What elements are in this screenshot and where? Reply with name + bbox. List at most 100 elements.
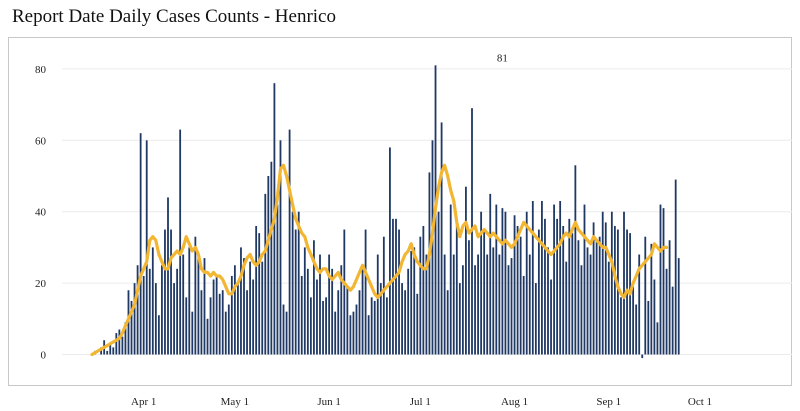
case-bar [595, 240, 598, 355]
case-bar [340, 265, 343, 355]
case-bar [319, 254, 321, 355]
case-bar [252, 279, 255, 355]
case-bar [300, 275, 303, 355]
case-bar [398, 229, 400, 355]
case-bar [243, 258, 245, 355]
case-bar [130, 300, 133, 355]
case-bar [382, 236, 385, 355]
case-bar [668, 240, 671, 355]
case-bar [431, 140, 434, 355]
case-bar [154, 283, 157, 355]
case-bar [477, 254, 479, 355]
case-bar [161, 265, 163, 355]
case-bar [370, 297, 373, 355]
case-bar [604, 222, 607, 355]
case-bar [495, 204, 498, 355]
case-bar [136, 265, 139, 355]
y-tick-label: 80 [35, 64, 47, 76]
case-bar [632, 286, 635, 355]
case-bar [379, 283, 382, 355]
case-bar [452, 254, 455, 355]
case-bar [458, 283, 461, 355]
case-bar [461, 265, 464, 355]
peak-annotation: 81 [497, 52, 508, 64]
case-bar [677, 258, 680, 355]
case-bar [565, 261, 568, 355]
case-bar [215, 275, 218, 355]
case-bar [303, 247, 306, 355]
x-tick-label: Oct 1 [688, 396, 712, 408]
case-bar [519, 236, 522, 355]
y-tick-label: 60 [35, 135, 47, 147]
case-bar [176, 268, 179, 355]
case-bar [550, 279, 552, 355]
case-bar [534, 283, 537, 355]
case-bar [343, 229, 346, 355]
case-bar [191, 311, 194, 355]
case-bar [650, 243, 653, 355]
case-bar [230, 275, 233, 355]
case-bar [306, 268, 309, 355]
case-bar [182, 254, 185, 355]
case-bar [486, 254, 489, 355]
x-tick-label: Jul 1 [410, 396, 431, 408]
case-bar [233, 265, 236, 355]
case-bar [671, 286, 674, 355]
case-bar [522, 275, 525, 355]
case-bar [346, 286, 349, 355]
case-bar [659, 204, 662, 355]
case-bar [531, 200, 534, 355]
case-bar [510, 258, 513, 355]
case-bar [203, 258, 206, 355]
case-bar [568, 218, 571, 355]
case-bar [349, 315, 352, 355]
case-bar [373, 300, 376, 355]
case-bar [294, 229, 297, 355]
case-bar [148, 268, 151, 355]
case-bar [209, 297, 212, 355]
case-bar [325, 297, 327, 355]
case-bar [647, 300, 650, 355]
case-bar [465, 186, 467, 355]
case-bar [188, 247, 191, 355]
case-bar [562, 225, 565, 355]
average-line [90, 163, 669, 357]
case-bar [501, 208, 504, 355]
case-bar [212, 279, 215, 355]
case-bar [237, 283, 239, 355]
case-bar [419, 236, 422, 355]
case-bar [267, 176, 270, 355]
case-bar [416, 293, 419, 355]
case-bar [613, 225, 616, 355]
case-bar [322, 300, 324, 355]
case-bar [620, 297, 622, 355]
case-bar [410, 250, 413, 355]
case-bar [282, 304, 285, 355]
case-bar [492, 247, 495, 355]
case-bar [528, 254, 531, 355]
case-bar [285, 311, 288, 355]
case-bar [206, 318, 209, 355]
case-bar [139, 133, 142, 355]
case-bar [313, 240, 315, 355]
case-bar [601, 211, 604, 355]
case-bar [179, 129, 182, 355]
case-bar [583, 204, 586, 355]
case-bar [218, 293, 221, 355]
case-bar [316, 279, 318, 355]
case-bar [474, 265, 476, 355]
case-bar [194, 236, 197, 355]
case-bar [133, 283, 136, 355]
case-bar [449, 204, 452, 355]
case-bar [623, 211, 625, 355]
case-bar [541, 200, 543, 355]
case-bar [361, 265, 364, 355]
case-bar [516, 225, 519, 355]
case-bar [297, 211, 300, 355]
case-bar [489, 193, 492, 355]
case-bar [124, 322, 127, 355]
case-bar [607, 261, 610, 355]
case-bar [428, 172, 431, 355]
case-bar [151, 247, 154, 355]
